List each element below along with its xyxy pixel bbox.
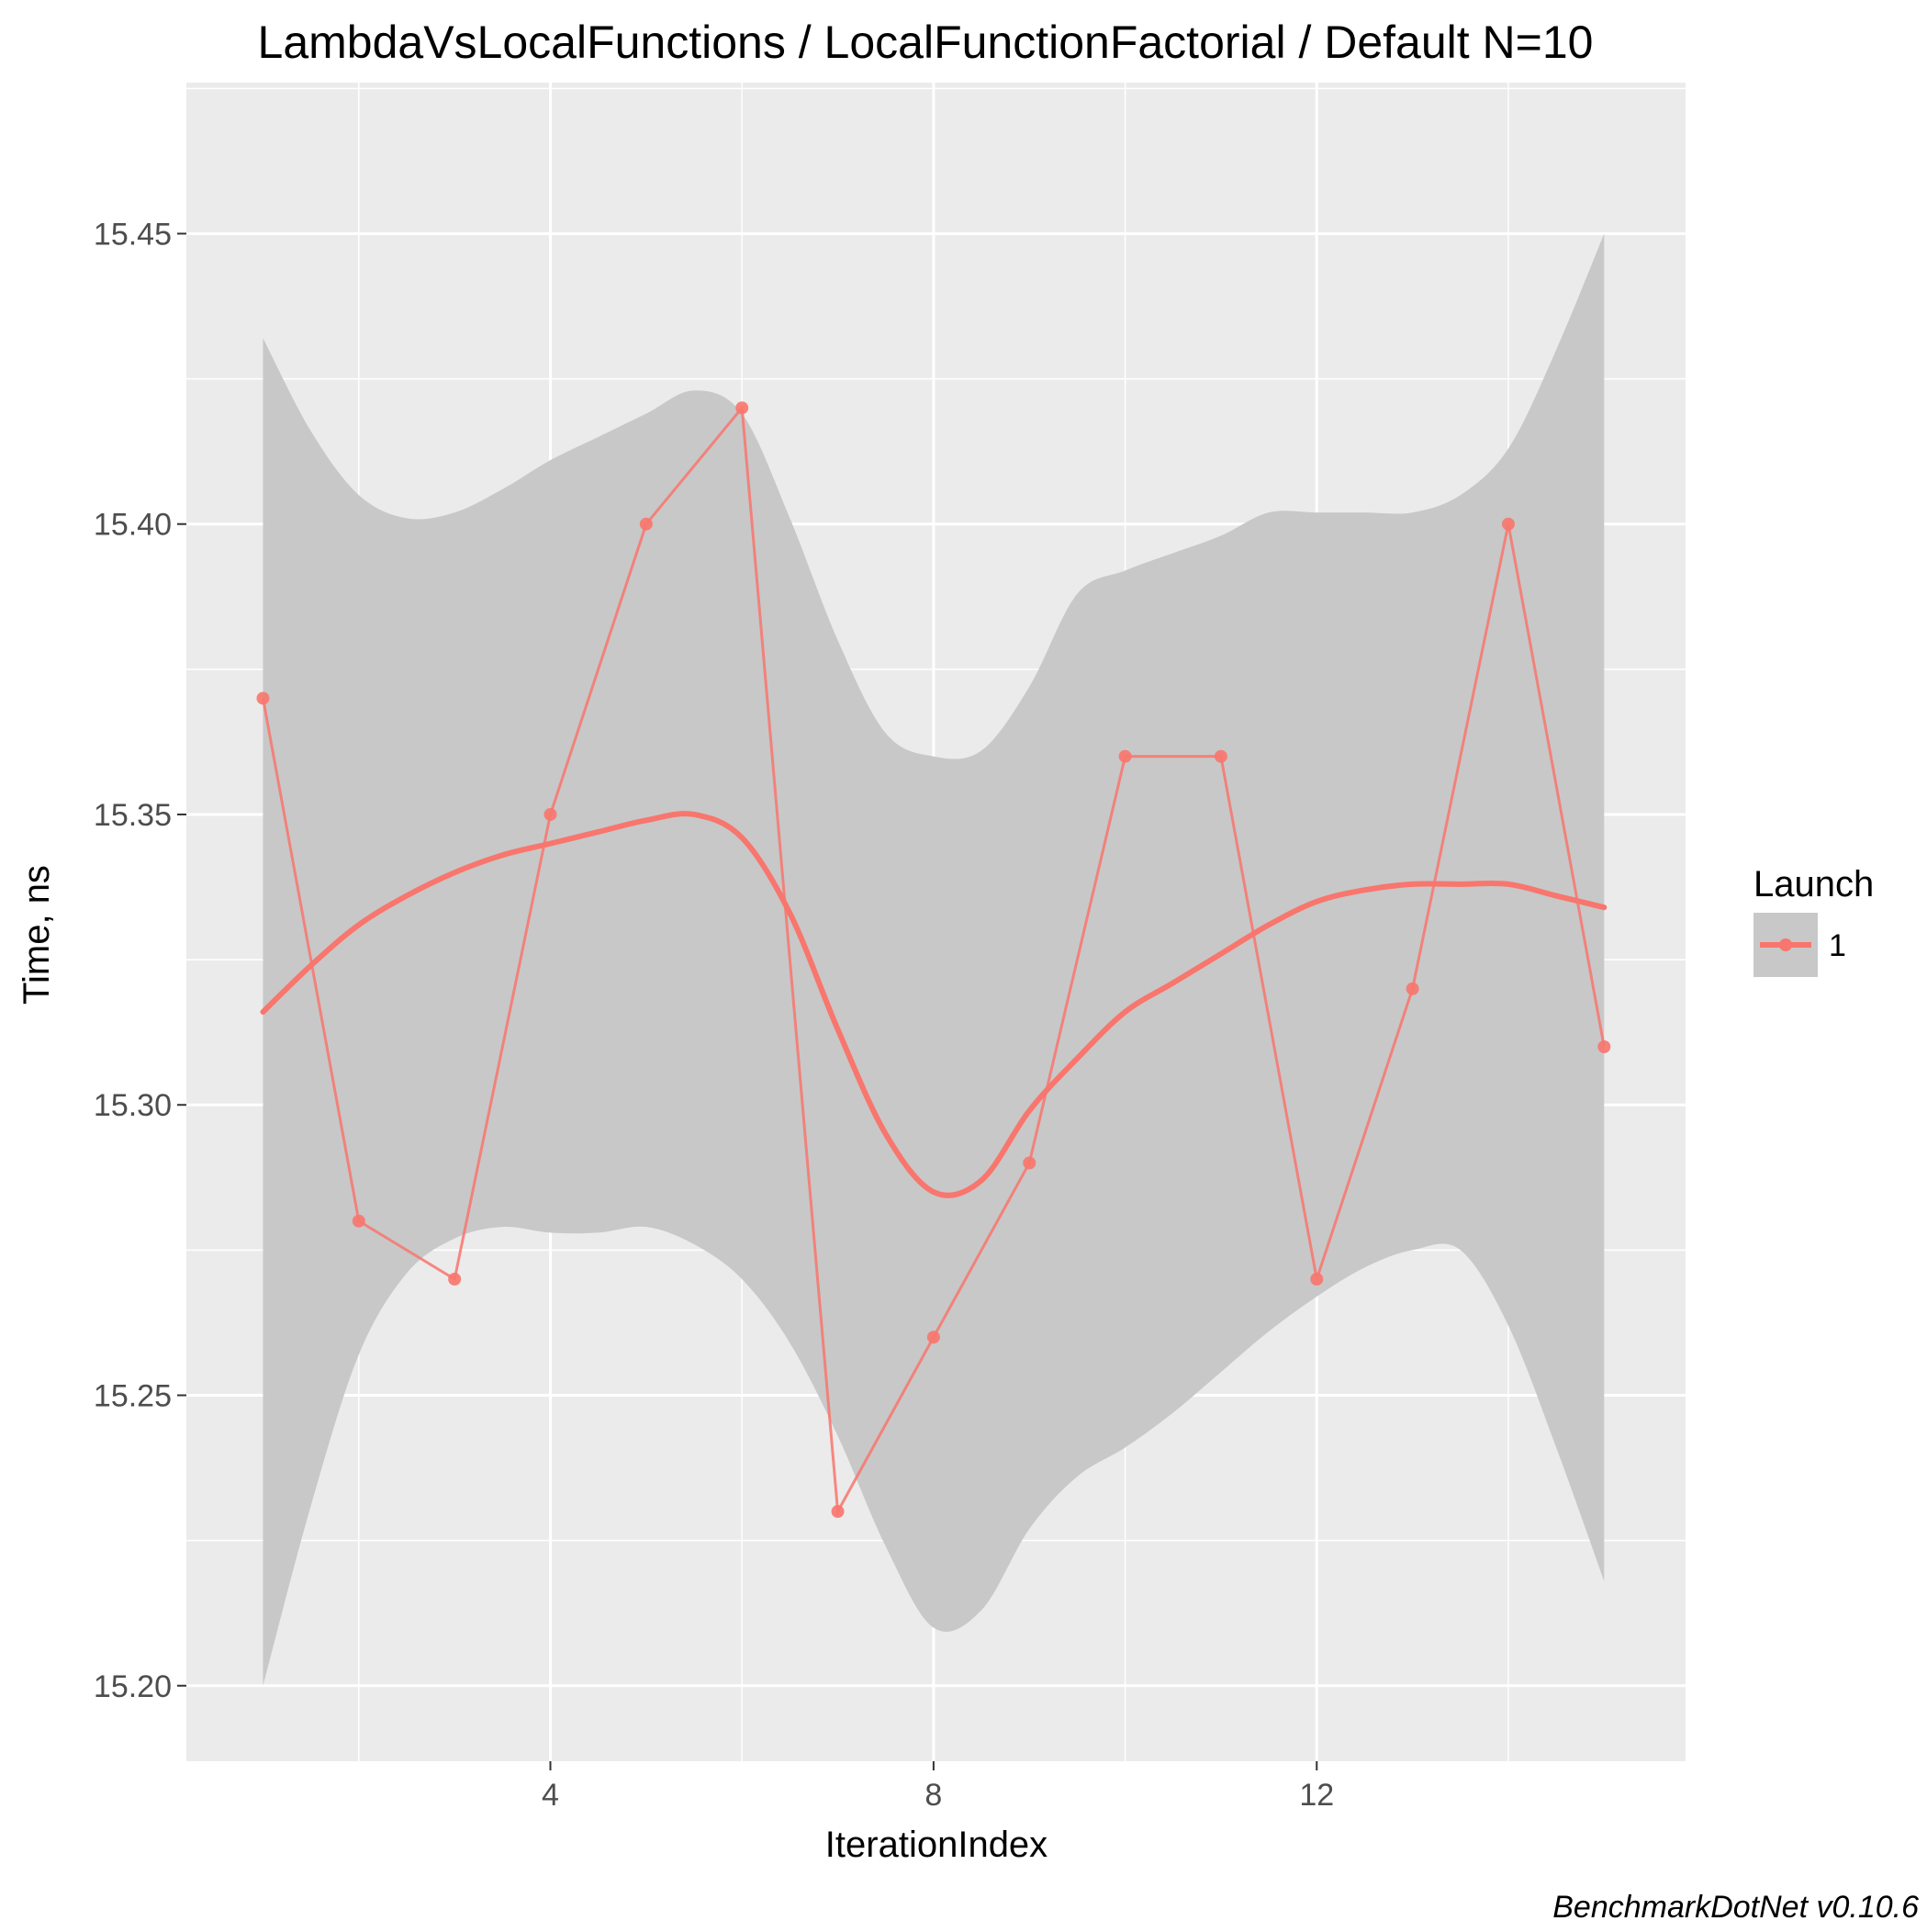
- legend-key-point: [1779, 938, 1792, 951]
- y-tick-label: 15.25: [94, 1379, 172, 1414]
- legend-title: Launch: [1753, 864, 1874, 904]
- data-point: [1118, 749, 1132, 763]
- confidence-band: [263, 233, 1605, 1686]
- x-tick-label: 4: [542, 1778, 559, 1813]
- data-point: [1023, 1156, 1036, 1170]
- smooth-line-1: [260, 811, 1608, 1198]
- x-axis-title: IterationIndex: [825, 1825, 1048, 1865]
- data-point: [352, 1214, 365, 1228]
- y-axis-ticks: 15.20 15.25 15.30 15.35 15.40 15.45: [94, 217, 186, 1704]
- y-axis-title: Time, ns: [17, 865, 57, 1005]
- data-points: [256, 401, 1611, 1519]
- y-tick-label: 15.20: [94, 1669, 172, 1704]
- legend-label-1: 1: [1829, 928, 1846, 963]
- data-point: [256, 691, 270, 705]
- data-point: [1214, 749, 1227, 763]
- data-point: [1597, 1039, 1611, 1053]
- y-tick-label: 15.45: [94, 217, 172, 252]
- x-tick-label: 12: [1299, 1778, 1334, 1813]
- caption: BenchmarkDotNet v0.10.6: [1552, 1890, 1919, 1925]
- data-point: [1501, 517, 1515, 531]
- data-point: [1406, 982, 1419, 995]
- data-point: [735, 401, 749, 415]
- x-axis-ticks: 4 8 12: [542, 1761, 1334, 1813]
- data-point: [926, 1331, 940, 1344]
- y-tick-label: 15.30: [94, 1088, 172, 1123]
- data-point: [543, 807, 557, 821]
- data-point: [639, 517, 653, 531]
- data-point: [448, 1273, 462, 1286]
- data-point: [831, 1505, 845, 1519]
- data-point: [1310, 1273, 1324, 1286]
- legend: Launch 1: [1753, 864, 1874, 977]
- y-tick-label: 15.35: [94, 798, 172, 833]
- y-tick-label: 15.40: [94, 508, 172, 543]
- x-tick-label: 8: [924, 1778, 942, 1813]
- chart-title: LambdaVsLocalFunctions / LocalFunctionFa…: [258, 17, 1594, 68]
